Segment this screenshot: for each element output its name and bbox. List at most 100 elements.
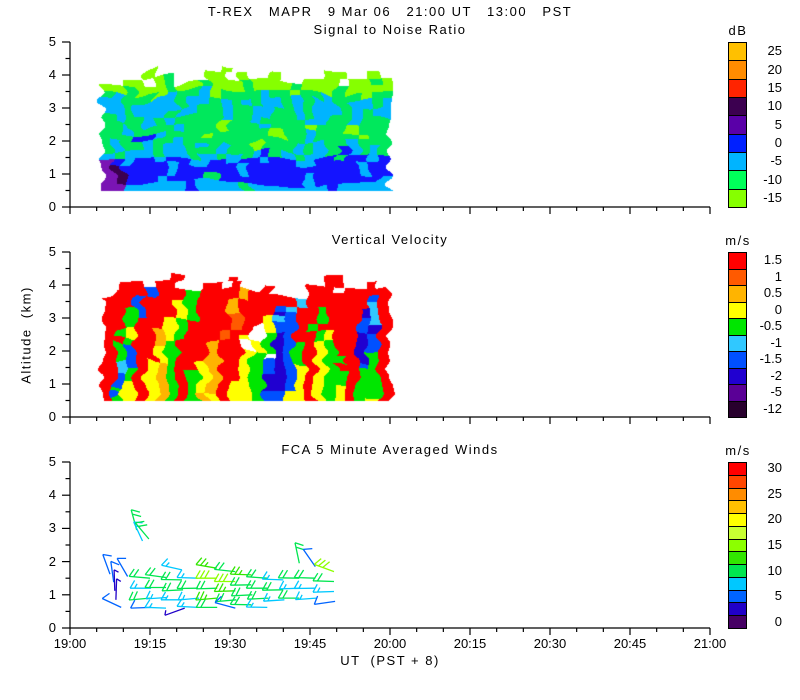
- wind-barb: [161, 558, 183, 571]
- colorbar-label: 0: [774, 613, 782, 629]
- colorbar-block: [728, 384, 747, 402]
- wind-barb: [293, 569, 316, 579]
- main-title: T-REX MAPR 9 Mar 06 21:00 UT 13:00 PST: [207, 4, 573, 19]
- colorbar-block: [728, 462, 747, 476]
- wind-barb: [313, 558, 335, 573]
- colorbar-block: [728, 615, 747, 629]
- colorbar-block: [728, 500, 747, 515]
- y-tick-label: 4: [48, 67, 56, 82]
- snr-heatmap: [70, 42, 710, 207]
- colorbar-block: [728, 60, 747, 80]
- colorbar-block: [728, 564, 747, 578]
- y-tick-label: 4: [48, 487, 56, 503]
- colorbar-2-units: m/s: [725, 233, 751, 248]
- wind-barb: [116, 557, 129, 577]
- x-axis-label: UT (PST + 8): [340, 653, 440, 668]
- y-tick-label: 0: [48, 620, 56, 635]
- colorbar-label: -10: [763, 171, 782, 187]
- y-tick-label: 0: [48, 199, 56, 214]
- wind-barb: [313, 595, 336, 606]
- colorbar-label: -5: [770, 153, 782, 169]
- y-tick-label: 4: [48, 277, 56, 292]
- wind-barb: [261, 571, 284, 581]
- colorbar-label: 0: [774, 134, 782, 150]
- wind-barb: [160, 571, 183, 581]
- colorbar-block: [728, 474, 747, 489]
- y-tick-label: 1: [48, 586, 56, 602]
- colorbar-label: 1: [774, 268, 782, 284]
- wind-barb: [312, 583, 335, 593]
- colorbar-block: [728, 252, 747, 270]
- colorbar-label: -0.5: [759, 318, 782, 334]
- wind-barb: [312, 572, 335, 583]
- colorbar-block: [728, 513, 747, 527]
- vv-heatmap: [70, 252, 710, 417]
- colorbar-block: [728, 351, 747, 369]
- wind-barb: [144, 579, 166, 589]
- x-tick-label: 19:15: [133, 636, 167, 651]
- y-tick-label: 2: [48, 343, 56, 358]
- colorbar-block: [728, 301, 747, 319]
- colorbar-label: 25: [767, 43, 782, 59]
- wind-barb: [128, 568, 151, 579]
- x-tick-label: 19:30: [213, 636, 247, 651]
- y-tick-label: 2: [48, 133, 56, 148]
- wind-barb: [129, 580, 152, 589]
- wind-barb: [144, 599, 167, 609]
- wind-barb: [113, 569, 119, 591]
- wind-barb: [195, 570, 217, 579]
- wind-barb: [101, 592, 122, 608]
- colorbar-block: [728, 268, 747, 286]
- wind-barb: [195, 591, 217, 601]
- colorbar-label: 10: [767, 562, 782, 578]
- colorbar-label: -5: [770, 384, 782, 400]
- colorbar-block: [728, 589, 747, 604]
- y-tick-label: 5: [48, 244, 56, 259]
- wind-barb: [245, 568, 268, 579]
- colorbar-label: 5: [774, 116, 782, 132]
- wind-barb: [214, 595, 236, 609]
- colorbar-label: 5: [774, 588, 782, 604]
- wind-barb: [176, 569, 199, 579]
- colorbar-label: 0: [774, 301, 782, 317]
- wind-barb: [176, 598, 199, 609]
- y-tick-label: 3: [48, 520, 56, 536]
- colorbar-block: [728, 525, 747, 540]
- colorbar-label: -2: [770, 367, 782, 383]
- colorbar-label: -1: [770, 334, 782, 350]
- colorbar-label: 1.5: [763, 252, 782, 268]
- colorbar-block: [728, 285, 747, 303]
- wind-barb: [229, 566, 252, 576]
- wind-barb: [110, 560, 120, 583]
- colorbar-label: 10: [767, 98, 782, 114]
- y-tick-label: 2: [48, 553, 56, 569]
- colorbar-block: [728, 170, 747, 190]
- colorbar-label: 0.5: [763, 285, 782, 301]
- x-tick-label: 19:00: [53, 636, 87, 651]
- wind-barb: [195, 580, 218, 590]
- colorbar-block: [728, 188, 747, 208]
- wind-barb: [115, 578, 122, 600]
- wind-barb: [195, 599, 218, 609]
- x-tick-label: 20:15: [453, 636, 487, 651]
- colorbar-3-units: m/s: [725, 443, 751, 458]
- colorbar-block: [728, 487, 747, 502]
- x-tick-label: 20:00: [373, 636, 407, 651]
- colorbar-block: [728, 97, 747, 117]
- wind-barb: [213, 573, 236, 583]
- colorbar-block: [728, 400, 747, 418]
- colorbar-label: 30: [767, 460, 782, 476]
- colorbar-block: [728, 115, 747, 135]
- y-tick-label: 1: [48, 376, 56, 391]
- colorbar-block: [728, 318, 747, 336]
- wind-barb: [133, 521, 144, 542]
- panel-1-title: Signal to Noise Ratio: [313, 22, 467, 37]
- colorbar-block: [728, 602, 747, 617]
- y-axis-label: Altitude (km): [18, 286, 34, 384]
- wind-barb: [176, 580, 199, 590]
- y-tick-label: 3: [48, 310, 56, 325]
- wind-barb: [134, 520, 150, 540]
- x-tick-label: 21:00: [693, 636, 727, 651]
- wind-barb: [164, 607, 185, 616]
